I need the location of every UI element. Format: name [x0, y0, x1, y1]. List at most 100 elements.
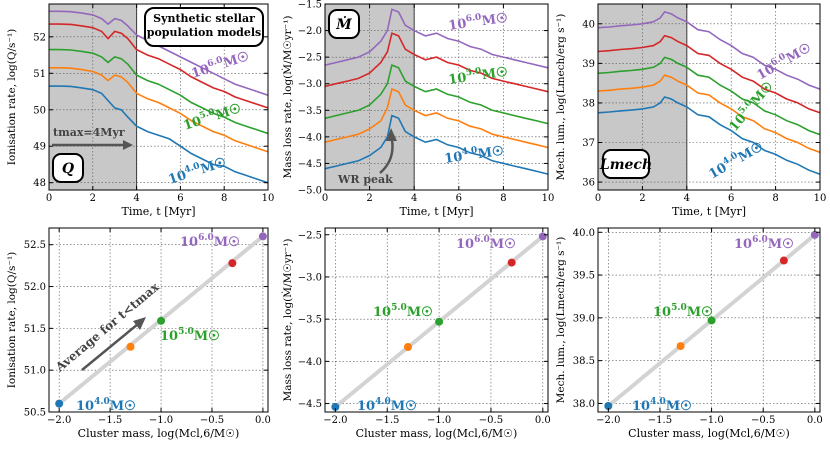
series-label-unit: M☉ — [407, 305, 433, 320]
series-label-exp: 5.0 — [198, 107, 216, 121]
panel-q-time: 0 2 4 6 8 10 48 49 50 51 52 Time, t [Myr] Ionisation… — [6, 3, 275, 218]
series-label-unit: M☉ — [214, 235, 240, 250]
data-point — [810, 230, 819, 239]
title-box-line: population models — [147, 26, 262, 39]
series-label: 104.0M☉ — [443, 142, 505, 167]
x-tick-label: −0.5 — [200, 415, 224, 426]
series-label-exp: 5.0 — [465, 66, 482, 78]
series-label-exp: 5.0 — [178, 327, 194, 337]
series-label: 104.0M☉ — [357, 397, 417, 414]
data-point — [55, 399, 64, 408]
x-tick-label: −0.5 — [479, 415, 503, 426]
y-tick-label: 37 — [582, 138, 595, 149]
series-line — [597, 10, 821, 90]
y-tick-label: 48 — [33, 178, 46, 189]
series-label: 104.0M☉ — [166, 153, 228, 188]
series-label-base: 10 — [632, 399, 650, 414]
series-label-base: 10 — [653, 305, 671, 320]
y-tick-label: −4.0 — [298, 132, 322, 143]
data-point — [157, 316, 166, 325]
series-label: 106.0M☉ — [447, 9, 509, 34]
series-label-unit: M☉ — [110, 399, 136, 414]
x-tick-label: −2.0 — [47, 415, 71, 426]
badge-label: Lmech — [599, 157, 652, 173]
axes-frame — [48, 227, 269, 413]
x-tick-label: 0.0 — [255, 415, 271, 426]
y-axis-label: Mech. lum., log(Lmech/erg s⁻¹) — [555, 14, 567, 181]
y-tick-label: 52.5 — [24, 240, 46, 251]
x-tick-label: 8 — [772, 193, 778, 204]
series-label-exp: 4.0 — [461, 145, 478, 157]
data-point — [538, 232, 547, 241]
data-point — [779, 256, 788, 265]
series-label: 104.0M☉ — [76, 397, 136, 414]
x-tick-label: 0 — [322, 193, 328, 204]
series-label-exp: 6.0 — [752, 235, 768, 245]
series-label: 106.0M☉ — [180, 233, 240, 250]
series-label-unit: M☉ — [214, 101, 243, 123]
series-label-unit: M☉ — [736, 140, 766, 166]
axes-frame — [597, 227, 821, 413]
x-axis-label: Cluster mass, log(Mcl,6/M☉) — [628, 427, 790, 440]
series-label: 104.0M☉ — [632, 397, 692, 414]
series-label-base: 10 — [456, 237, 474, 252]
y-tick-label: 49 — [33, 142, 46, 153]
data-point — [126, 342, 135, 351]
y-tick-label: −1.5 — [298, 0, 322, 11]
series-label-base: 10 — [357, 399, 375, 414]
data-point — [331, 402, 340, 411]
series-line — [324, 114, 549, 175]
series-label-exp: 4.0 — [94, 397, 110, 407]
y-tick-label: 40.0 — [573, 228, 595, 239]
series-label-unit: M☉ — [222, 49, 251, 71]
series-label: 106.0M☉ — [754, 39, 814, 84]
series-label: 105.0M☉ — [373, 303, 433, 320]
x-tick-label: −1.5 — [375, 415, 399, 426]
annotation-average: Average for t<tmax — [52, 279, 162, 375]
y-axis-label: Mech. lum., log(Lmech/erg s⁻¹) — [555, 237, 567, 404]
series-label-exp: 6.0 — [474, 235, 490, 245]
series-label-unit: M☉ — [194, 329, 220, 344]
series-label: 105.0M☉ — [447, 63, 509, 88]
panel-q-mass: −2.0 −1.5 −1.0 −0.5 0.0 50.5 51.0 51.5 52.0 52.5 C… — [6, 227, 271, 440]
annotation-arrowhead — [133, 317, 146, 330]
x-tick-label: 6 — [728, 193, 734, 204]
series-label-base: 10 — [447, 17, 467, 34]
y-tick-label: 50 — [33, 105, 46, 116]
data-point — [676, 342, 685, 351]
data-point — [507, 258, 516, 267]
panel-mdot-mass: −2.0 −1.5 −1.0 −0.5 0.0 −4.5 −4.0 −3.5 −3.0 −2.5 C… — [280, 227, 551, 440]
x-tick-label: 0.0 — [535, 415, 551, 426]
y-tick-label: 51 — [33, 69, 46, 80]
series-label: 105.0M☉ — [725, 78, 776, 135]
series-label-exp: 4.0 — [650, 397, 666, 407]
series-label-base: 10 — [727, 111, 750, 135]
x-tick-label: −1.0 — [427, 415, 451, 426]
series-label: 106.0M☉ — [734, 235, 794, 252]
data-point — [707, 316, 716, 325]
annotation-arrowhead — [386, 128, 397, 141]
series-label-base: 10 — [443, 150, 463, 167]
y-tick-label: 36 — [582, 178, 595, 189]
annotation-arrow — [379, 139, 394, 174]
series-line — [49, 48, 269, 135]
x-axis-label: Cluster mass, log(Mcl,6/M☉) — [78, 427, 240, 440]
series-line — [324, 64, 549, 125]
x-tick-label: 6 — [456, 193, 462, 204]
axes-frame — [48, 3, 269, 191]
series-label: 105.0M☉ — [181, 99, 243, 134]
data-point — [604, 402, 613, 411]
y-tick-label: −3.0 — [298, 272, 322, 283]
x-tick-label: 10 — [262, 193, 275, 204]
y-tick-label: −4.0 — [298, 357, 322, 368]
y-tick-label: 39.0 — [573, 313, 595, 324]
x-tick-label: 2 — [639, 193, 645, 204]
y-tick-label: 38.5 — [573, 356, 595, 367]
series-line — [597, 34, 821, 114]
y-tick-label: −2.5 — [298, 230, 322, 241]
series-label-unit: M☉ — [666, 399, 692, 414]
x-tick-label: 0 — [595, 193, 601, 204]
x-tick-label: 4 — [133, 193, 139, 204]
y-tick-label: 39.5 — [573, 271, 595, 282]
